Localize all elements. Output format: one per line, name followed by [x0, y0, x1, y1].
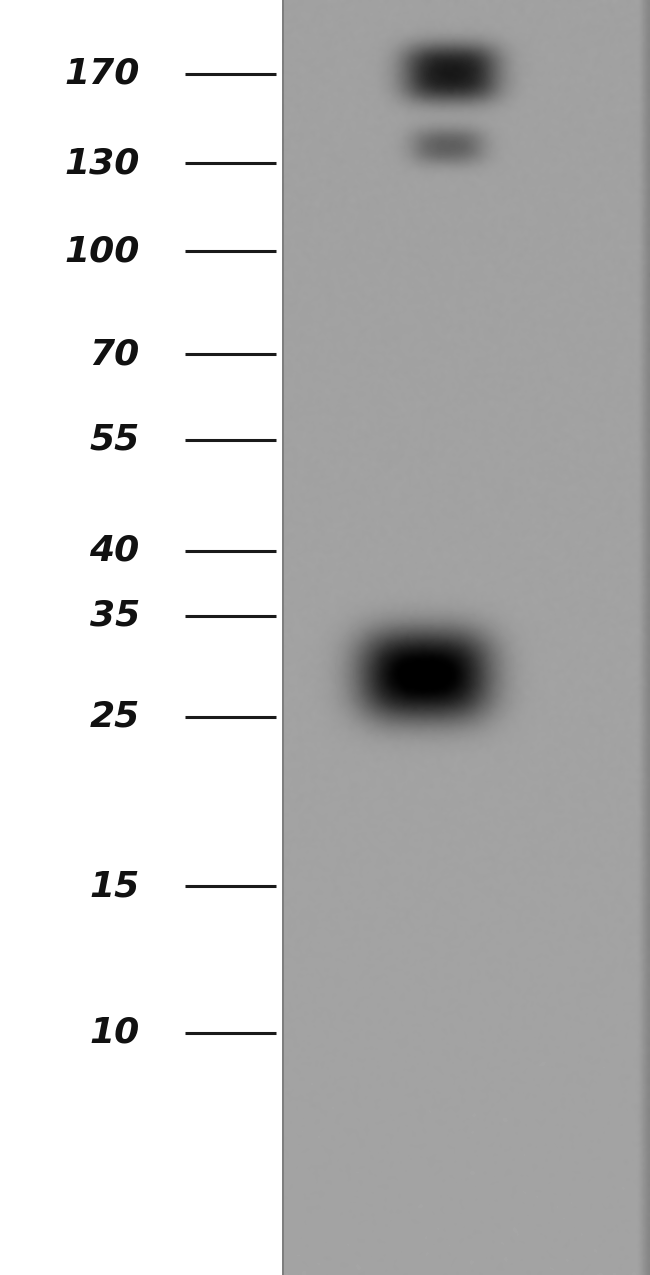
Text: 15: 15 [90, 870, 140, 903]
Text: 130: 130 [64, 147, 140, 180]
Text: 35: 35 [90, 599, 140, 632]
Text: 170: 170 [64, 57, 140, 91]
Text: 100: 100 [64, 235, 140, 268]
Text: 25: 25 [90, 700, 140, 733]
Text: 70: 70 [90, 338, 140, 371]
Text: 10: 10 [90, 1016, 140, 1049]
Text: 55: 55 [90, 423, 140, 456]
Text: 40: 40 [90, 534, 140, 567]
